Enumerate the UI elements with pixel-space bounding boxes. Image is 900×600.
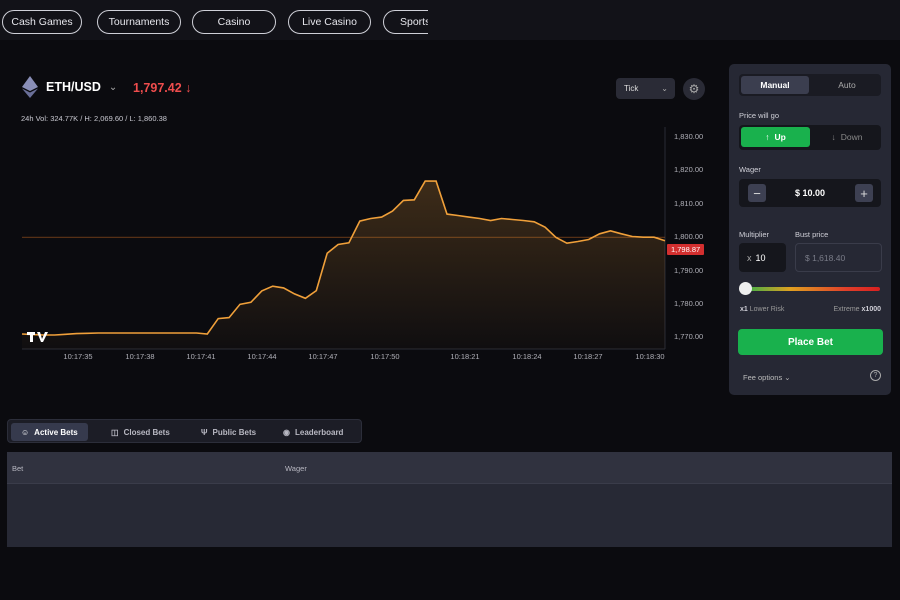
user-icon: ☺ [21, 427, 30, 437]
x-tick: 10:17:41 [186, 352, 216, 361]
up-button[interactable]: ↑ Up [741, 127, 810, 147]
arrow-up-icon: ↑ [765, 132, 770, 142]
price-area [22, 181, 665, 349]
pair-name: ETH/USD [46, 80, 101, 94]
x-tick: 10:17:50 [370, 352, 400, 361]
tab-active-bets[interactable]: ☺ Active Bets [11, 423, 88, 441]
y-tick: 1,800.00 [674, 232, 704, 242]
x-tick: 10:18:30 [635, 352, 665, 361]
trophy-icon: ◉ [283, 427, 290, 437]
column-wager: Wager [285, 464, 307, 473]
column-bet: Bet [12, 464, 24, 473]
x-tick: 10:17:47 [308, 352, 338, 361]
fee-options-toggle[interactable]: Fee options ⌄ [743, 373, 791, 382]
multiplier-label: Multiplier [739, 230, 770, 239]
users-icon: Ψ [201, 427, 208, 437]
help-icon[interactable]: ? [870, 370, 881, 381]
x-tick: 10:18:27 [573, 352, 603, 361]
x-tick: 10:17:35 [63, 352, 93, 361]
tab-auto[interactable]: Auto [838, 80, 856, 90]
pair-selector[interactable]: ETH/USD ⌄ [22, 76, 117, 98]
multiplier-input[interactable]: x 10 [739, 243, 786, 272]
bust-price-field: $ 1,618.40 [795, 243, 882, 272]
chevron-down-icon: ⌄ [784, 373, 791, 382]
nav-overflow-mask [428, 0, 900, 40]
tab-manual[interactable]: Manual [741, 76, 809, 94]
mode-toggle: Manual Auto [739, 74, 881, 96]
bust-price-label: Bust price [795, 230, 829, 239]
y-tick: 1,780.00 [674, 298, 704, 308]
y-tick: 1,810.00 [674, 198, 704, 208]
bets-table: Bet Wager [7, 452, 892, 547]
chevron-down-icon: ⌄ [661, 84, 668, 93]
x-tick: 10:17:38 [125, 352, 155, 361]
market-stats: 24h Vol: 324.77K / H: 2,069.60 / L: 1,86… [21, 114, 167, 123]
x-tick: 10:18:21 [450, 352, 480, 361]
nav-casino[interactable]: Casino [192, 10, 276, 34]
x-tick: 10:17:44 [247, 352, 277, 361]
nav-live-casino[interactable]: Live Casino [288, 10, 371, 34]
current-price-tag: 1,798.87 [667, 244, 705, 256]
slider-min-label: x1 [740, 306, 748, 313]
wager-input[interactable]: − $ 10.00 + [739, 179, 881, 207]
risk-slider[interactable] [739, 282, 880, 295]
wager-label: Wager [739, 165, 761, 174]
slider-max-desc: Extreme [833, 306, 860, 313]
y-tick: 1,820.00 [674, 165, 704, 175]
y-tick: 1,790.00 [674, 265, 704, 275]
slider-min-desc: Lower Risk [749, 306, 785, 313]
direction-toggle: ↑ Up ↓ Down [739, 125, 881, 150]
nav-cash-games[interactable]: Cash Games [2, 10, 82, 34]
tradingview-logo [27, 332, 48, 342]
place-bet-button[interactable]: Place Bet [738, 329, 883, 355]
bet-panel: Manual Auto Price will go ↑ Up ↓ Down Wage… [729, 64, 891, 395]
y-tick: 1,830.00 [674, 132, 704, 141]
shield-icon: ◫ [111, 427, 119, 437]
gear-icon[interactable]: ⚙ [683, 78, 705, 100]
current-price: 1,797.42 ↓ [133, 81, 192, 95]
nav-tournaments[interactable]: Tournaments [97, 10, 181, 34]
tab-leaderboard[interactable]: ◉ Leaderboard [283, 427, 344, 437]
arrow-down-icon: ↓ [185, 81, 192, 95]
ethereum-icon [22, 76, 38, 98]
chart-type-select[interactable]: Tick ⌄ [616, 78, 675, 99]
minus-icon[interactable]: − [748, 184, 766, 202]
price-line [21, 180, 666, 336]
slider-max-label: x1000 [861, 306, 881, 313]
wager-value[interactable]: $ 10.00 [794, 188, 826, 198]
down-button[interactable]: ↓ Down [831, 132, 863, 142]
tab-closed-bets[interactable]: ◫ Closed Bets [111, 427, 170, 437]
table-header: Bet Wager [7, 452, 892, 484]
tab-public-bets[interactable]: Ψ Public Bets [201, 427, 257, 437]
price-direction-label: Price will go [739, 111, 780, 120]
arrow-down-icon: ↓ [831, 132, 836, 142]
bets-tabs: ☺ Active Bets ◫ Closed Bets Ψ Public Bets ◉… [7, 419, 362, 443]
slider-handle[interactable] [739, 282, 752, 295]
y-tick: 1,770.00 [674, 332, 704, 342]
top-nav: Cash Games Tournaments Casino Live Casin… [0, 0, 900, 40]
plus-icon[interactable]: + [855, 184, 873, 202]
chevron-down-icon: ⌄ [108, 81, 118, 93]
x-tick: 10:18:24 [512, 352, 542, 361]
